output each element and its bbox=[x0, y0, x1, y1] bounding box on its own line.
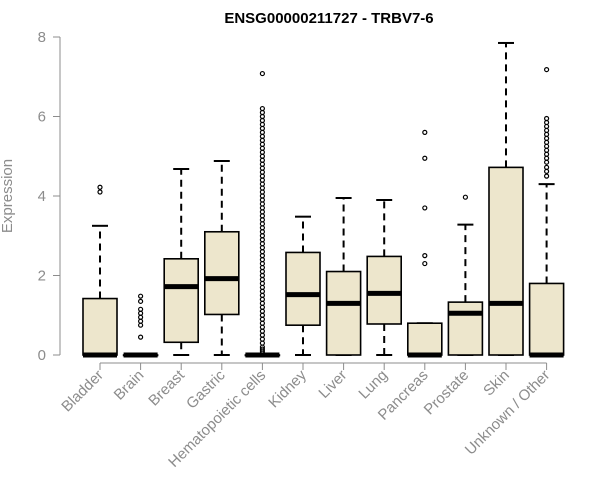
outlier-point bbox=[543, 173, 550, 179]
y-tick-label: 2 bbox=[38, 268, 46, 285]
box-prostate bbox=[447, 194, 484, 356]
box-iqr bbox=[447, 301, 484, 356]
box-pancreas bbox=[406, 129, 443, 358]
box-kidney bbox=[285, 215, 321, 356]
outlier-point bbox=[543, 115, 550, 122]
box-liver bbox=[325, 196, 362, 356]
chart-title: ENSG00000211727 - TRBV7-6 bbox=[224, 10, 433, 27]
box-unknown-other bbox=[528, 66, 565, 358]
box-iqr bbox=[406, 322, 443, 356]
box-gastric bbox=[204, 160, 240, 356]
box-iqr bbox=[325, 270, 362, 356]
box-skin bbox=[488, 41, 524, 356]
outlier-point bbox=[259, 105, 265, 112]
x-tick-label: Liver bbox=[315, 367, 350, 402]
outlier-point bbox=[543, 164, 550, 170]
box-iqr bbox=[285, 251, 321, 326]
boxes-group bbox=[82, 41, 565, 358]
y-tick-label: 8 bbox=[38, 29, 46, 46]
x-tick-label: Lung bbox=[355, 367, 391, 403]
outlier-point bbox=[97, 189, 103, 195]
outlier-point bbox=[259, 346, 265, 352]
y-tick-label: 0 bbox=[38, 347, 46, 364]
x-tick-label: Breast bbox=[145, 366, 188, 409]
outlier-point bbox=[422, 155, 428, 161]
outlier-point bbox=[543, 66, 550, 73]
outlier-point bbox=[97, 184, 103, 190]
x-tick-label: Brain bbox=[111, 367, 148, 404]
outlier-point bbox=[138, 334, 144, 340]
box-iqr bbox=[366, 255, 403, 325]
box-breast bbox=[163, 167, 199, 356]
y-axis-label: Expression bbox=[0, 159, 16, 233]
x-tick-label: Skin bbox=[480, 367, 513, 400]
box-lung bbox=[366, 198, 403, 356]
x-tick-label: Prostate bbox=[421, 367, 473, 419]
box-iqr bbox=[82, 297, 118, 356]
box-brain bbox=[122, 293, 159, 358]
box-hematopoietic-cells bbox=[244, 70, 281, 358]
y-tick-label: 4 bbox=[38, 188, 46, 205]
x-tick-label: Bladder bbox=[58, 367, 107, 416]
outlier-point bbox=[422, 129, 428, 135]
box-iqr bbox=[528, 282, 565, 356]
box-iqr bbox=[204, 230, 240, 316]
outlier-point bbox=[259, 70, 265, 77]
x-tick-label: Kidney bbox=[265, 366, 310, 411]
outlier-point bbox=[462, 194, 468, 200]
outlier-point bbox=[138, 298, 144, 304]
outlier-point bbox=[138, 293, 144, 299]
outlier-point bbox=[422, 260, 428, 267]
y-axis: 0 2 4 6 8 bbox=[38, 29, 61, 364]
box-iqr bbox=[163, 258, 199, 344]
outlier-point bbox=[422, 205, 428, 211]
outlier-point bbox=[422, 253, 428, 259]
box-iqr bbox=[488, 166, 524, 356]
y-tick-label: 6 bbox=[38, 109, 46, 126]
box-bladder bbox=[82, 184, 118, 358]
outlier-point bbox=[138, 306, 144, 312]
